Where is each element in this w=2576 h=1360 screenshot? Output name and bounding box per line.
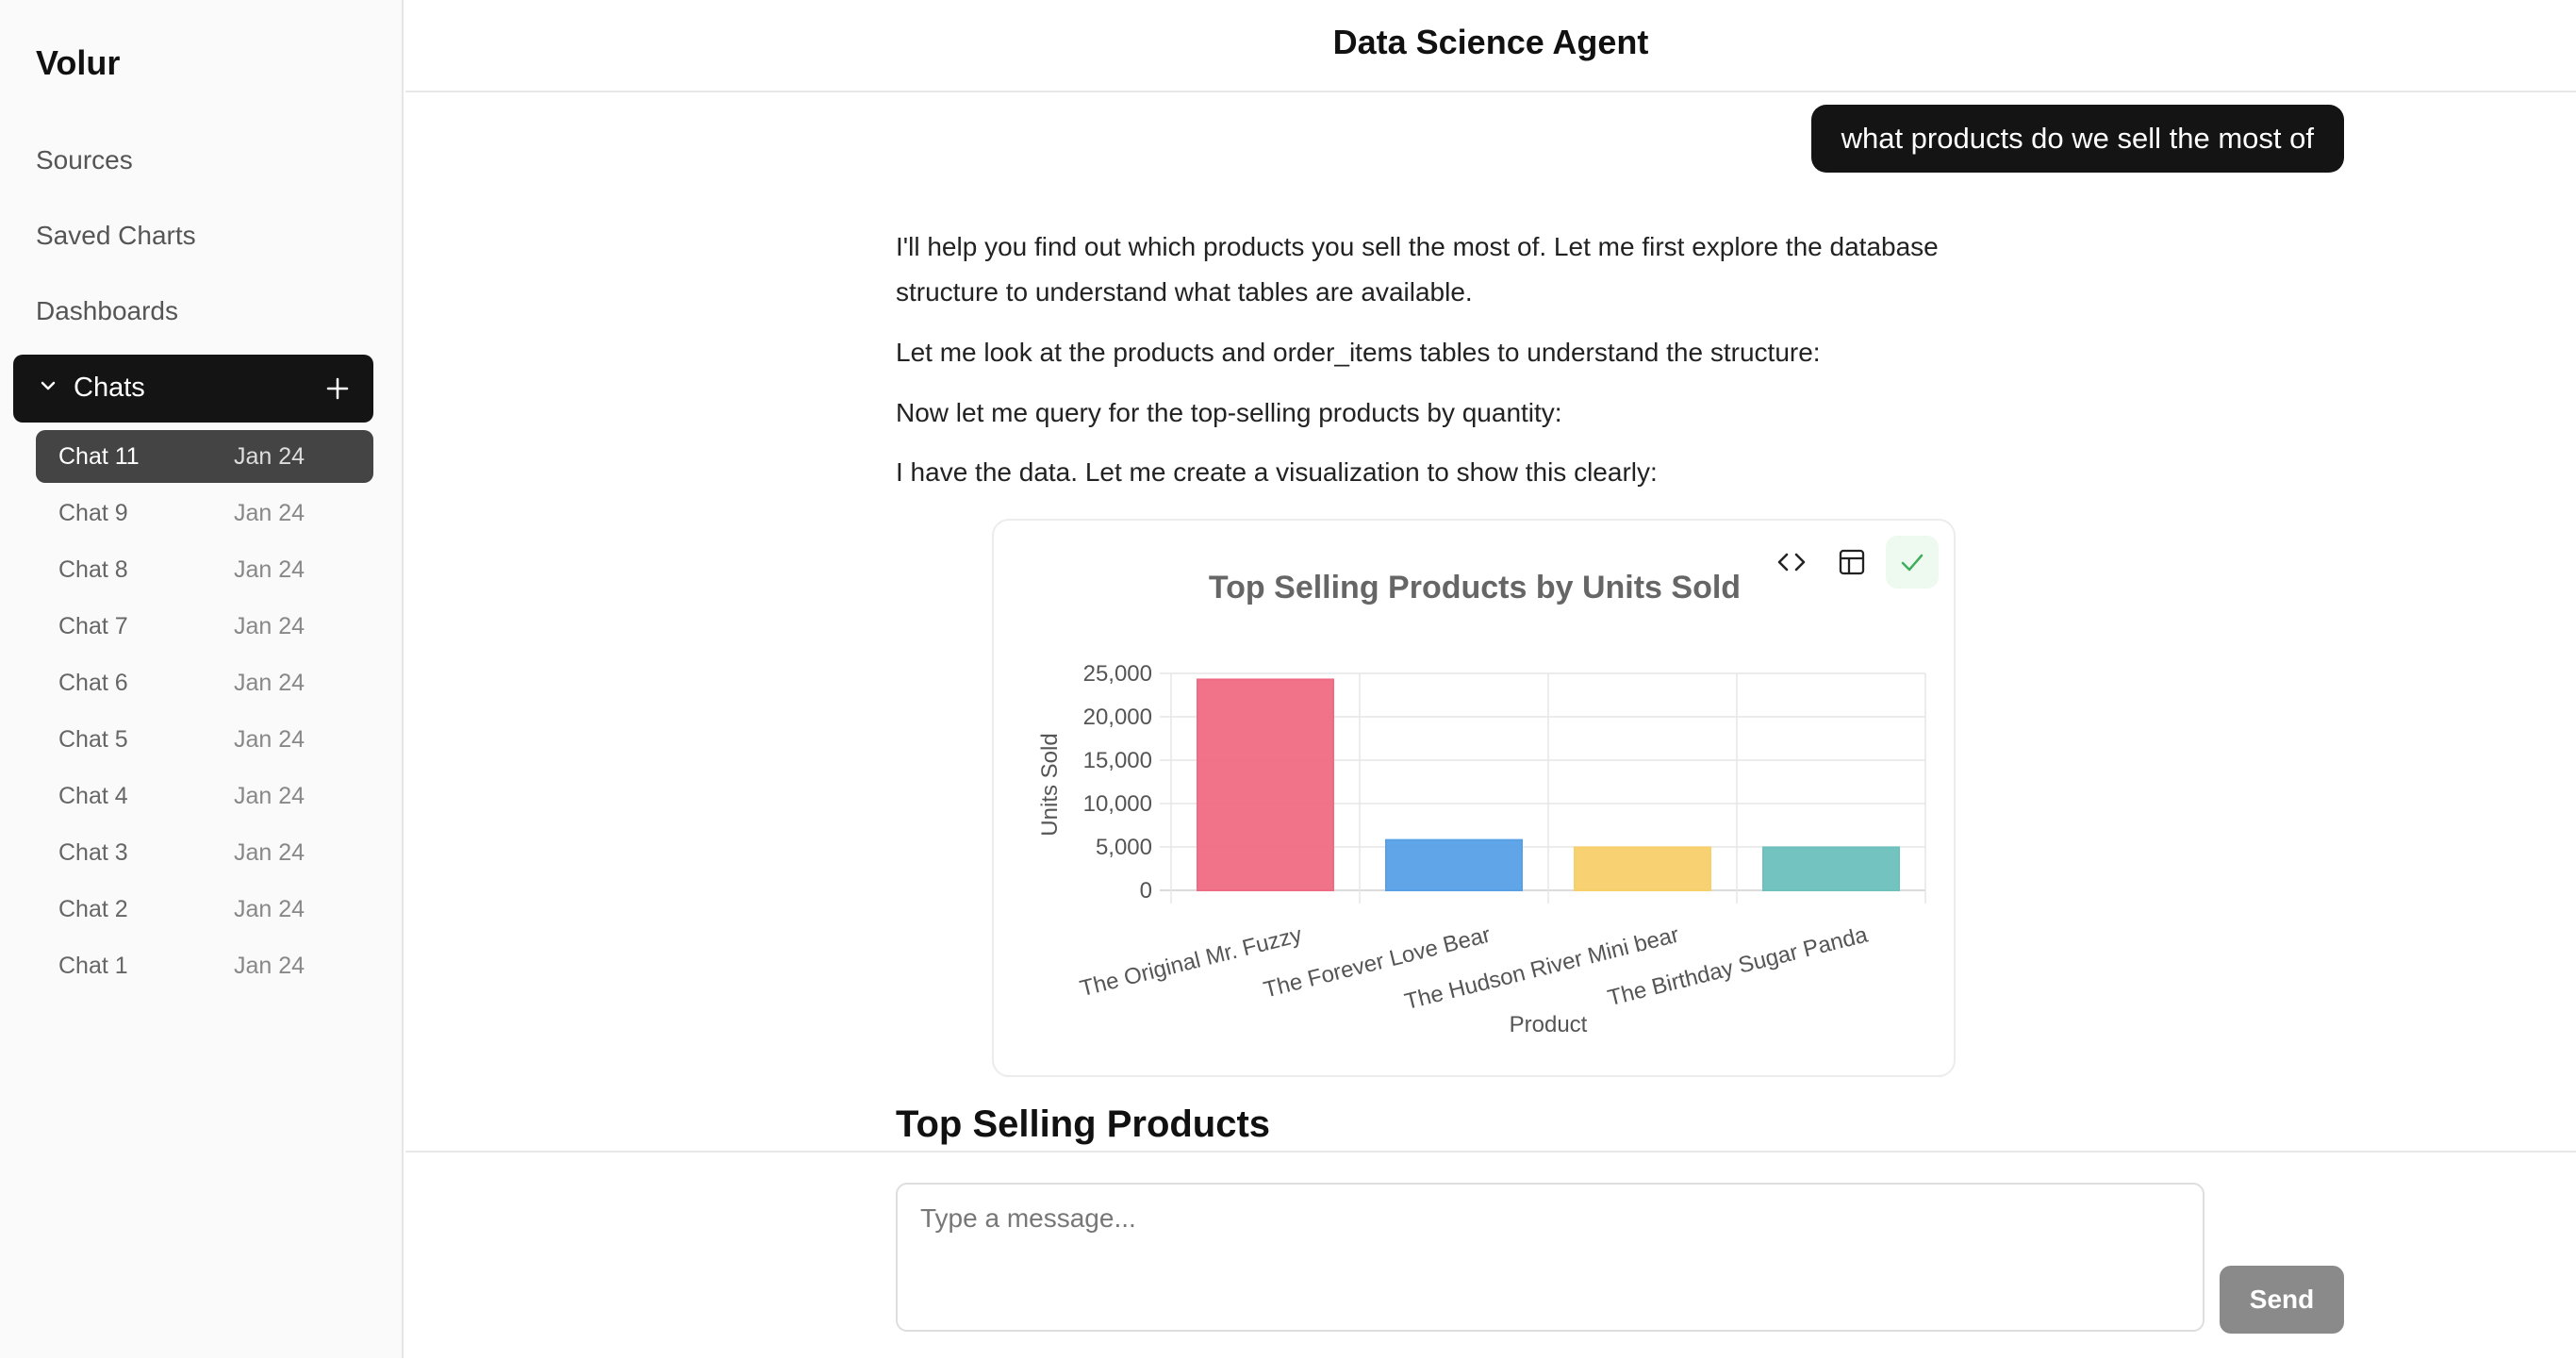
chat-date: Jan 24 bbox=[234, 953, 305, 979]
chart-card: Top Selling Products by Units Sold 0 5,00… bbox=[992, 519, 1956, 1077]
x-axis-label: Product bbox=[1510, 1012, 1588, 1037]
assistant-message: I have the data. Let me create a visuali… bbox=[896, 457, 1658, 487]
chat-name: Chat 2 bbox=[58, 896, 128, 922]
y-tick-label: 20,000 bbox=[1083, 705, 1152, 730]
chat-name: Chat 7 bbox=[58, 613, 128, 639]
chat-date: Jan 24 bbox=[234, 783, 305, 809]
chat-name: Chat 9 bbox=[58, 500, 128, 526]
y-axis-ticks: 0 5,000 10,000 15,000 20,000 25,000 bbox=[1083, 661, 1152, 904]
message-composer: Send bbox=[405, 1151, 2576, 1360]
chat-date: Jan 24 bbox=[234, 839, 305, 866]
save-chart-button[interactable] bbox=[1886, 536, 1939, 589]
y-tick-label: 0 bbox=[1140, 878, 1152, 904]
chat-item-chat-2[interactable]: Chat 2 Jan 24 bbox=[36, 883, 373, 936]
chat-name: Chat 5 bbox=[58, 726, 128, 753]
assistant-message: Let me look at the products and order_it… bbox=[896, 338, 1821, 367]
chat-name: Chat 6 bbox=[58, 670, 128, 696]
y-tick-label: 5,000 bbox=[1096, 835, 1152, 860]
chart-bars bbox=[1197, 678, 1900, 892]
chat-item-chat-1[interactable]: Chat 1 Jan 24 bbox=[36, 939, 373, 992]
send-button[interactable]: Send bbox=[2220, 1266, 2344, 1334]
assistant-message: Now let me query for the top-selling pro… bbox=[896, 398, 1562, 427]
chat-date: Jan 24 bbox=[234, 896, 305, 922]
chat-item-chat-3[interactable]: Chat 3 Jan 24 bbox=[36, 826, 373, 879]
y-axis-label: Units Sold bbox=[1037, 733, 1063, 836]
bar[interactable] bbox=[1762, 846, 1900, 891]
assistant-message: I'll help you find out which products yo… bbox=[896, 232, 1939, 307]
nav-sources[interactable]: Sources bbox=[36, 145, 133, 174]
plus-icon[interactable] bbox=[319, 370, 356, 407]
chat-name: Chat 1 bbox=[58, 953, 128, 979]
chat-date: Jan 24 bbox=[234, 443, 305, 470]
chat-item-chat-5[interactable]: Chat 5 Jan 24 bbox=[36, 713, 373, 766]
chevron-down-icon[interactable] bbox=[38, 375, 58, 396]
chats-label: Chats bbox=[74, 373, 145, 403]
brand-logo: Volur bbox=[36, 43, 121, 82]
nav-saved-charts[interactable]: Saved Charts bbox=[36, 221, 196, 250]
chat-name: Chat 8 bbox=[58, 556, 128, 583]
top-bar: Data Science Agent bbox=[405, 0, 2576, 92]
bar-chart: Top Selling Products by Units Sold 0 5,00… bbox=[1037, 570, 1926, 1037]
chats-section-header[interactable]: Chats bbox=[13, 355, 373, 423]
message-input[interactable] bbox=[896, 1183, 2204, 1332]
bar[interactable] bbox=[1574, 846, 1711, 891]
check-icon bbox=[1901, 554, 1924, 572]
chat-item-chat-8[interactable]: Chat 8 Jan 24 bbox=[36, 543, 373, 596]
view-code-button[interactable] bbox=[1765, 536, 1818, 589]
chat-item-chat-4[interactable]: Chat 4 Jan 24 bbox=[36, 770, 373, 822]
page-title: Data Science Agent bbox=[1332, 23, 1649, 61]
bar[interactable] bbox=[1385, 838, 1523, 892]
table-icon bbox=[1839, 549, 1865, 575]
chat-date: Jan 24 bbox=[234, 500, 305, 526]
chat-item-chat-9[interactable]: Chat 9 Jan 24 bbox=[36, 487, 373, 539]
section-heading: Top Selling Products bbox=[896, 1103, 1271, 1145]
chat-item-chat-7[interactable]: Chat 7 Jan 24 bbox=[36, 600, 373, 653]
sidebar: Volur Sources Saved Charts Dashboards Ch… bbox=[0, 0, 404, 1358]
view-table-button[interactable] bbox=[1825, 536, 1878, 589]
y-tick-label: 15,000 bbox=[1083, 748, 1152, 773]
chart-title: Top Selling Products by Units Sold bbox=[1209, 570, 1741, 605]
y-tick-label: 10,000 bbox=[1083, 791, 1152, 817]
chat-date: Jan 24 bbox=[234, 556, 305, 583]
chat-date: Jan 24 bbox=[234, 613, 305, 639]
nav-dashboards[interactable]: Dashboards bbox=[36, 296, 178, 325]
chat-name: Chat 3 bbox=[58, 839, 128, 866]
code-icon bbox=[1777, 553, 1806, 572]
chat-item-chat-6[interactable]: Chat 6 Jan 24 bbox=[36, 656, 373, 709]
user-message-bubble: what products do we sell the most of bbox=[1810, 105, 2344, 173]
bar[interactable] bbox=[1197, 678, 1334, 891]
chat-item-chat-11[interactable]: Chat 11 Jan 24 bbox=[36, 430, 373, 483]
chat-name: Chat 11 bbox=[58, 443, 140, 470]
chat-date: Jan 24 bbox=[234, 726, 305, 753]
chat-name: Chat 4 bbox=[58, 783, 128, 809]
y-tick-label: 25,000 bbox=[1083, 661, 1152, 687]
chat-date: Jan 24 bbox=[234, 670, 305, 696]
